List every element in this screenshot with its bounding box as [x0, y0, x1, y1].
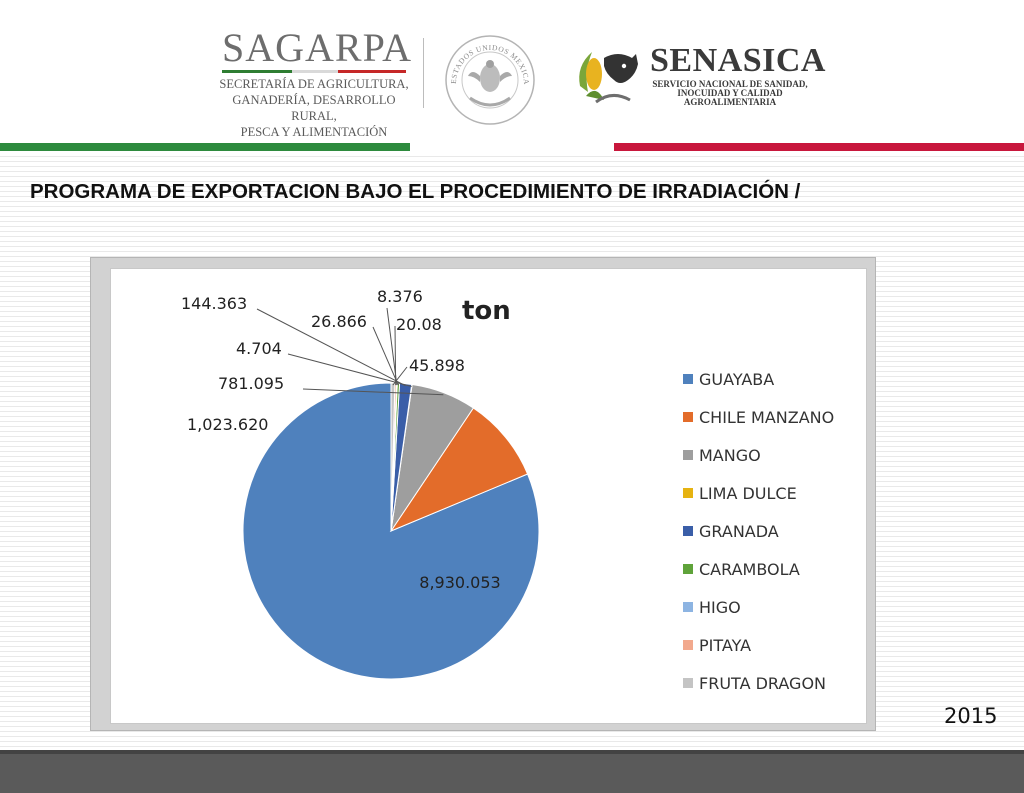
sagarpa-rule-red — [338, 70, 406, 73]
data-label: 26.866 — [311, 312, 367, 331]
senasica-logo-title: SENASICA — [650, 42, 826, 79]
footer-bar — [0, 750, 1024, 793]
sagarpa-rule-green — [222, 70, 292, 73]
senasica-subtitle-line: SERVICIO NACIONAL DE SANIDAD, — [652, 79, 808, 89]
legend-swatch — [683, 640, 693, 650]
data-label: 4.704 — [236, 339, 282, 358]
accent-bar-green — [0, 143, 410, 151]
pie-leader-lines — [256, 307, 444, 396]
chart-legend: GUAYABA CHILE MANZANO MANGO LIMA DULCE GRANA… — [683, 370, 834, 693]
legend-entry: LIMA DULCE — [699, 484, 797, 503]
legend-swatch — [683, 374, 693, 384]
senasica-subtitle: SERVICIO NACIONAL DE SANIDAD, INOCUIDAD … — [650, 80, 810, 107]
data-label: 781.095 — [218, 374, 284, 393]
data-label: 8.376 — [377, 287, 423, 306]
legend-entry: CARAMBOLA — [699, 560, 800, 579]
senasica-subtitle-line: INOCUIDAD Y CALIDAD — [677, 88, 783, 98]
leader-line — [256, 308, 406, 387]
leader-line — [372, 326, 399, 386]
legend-entry: MANGO — [699, 446, 761, 465]
data-label: 1,023.620 — [187, 415, 268, 434]
legend-swatch — [683, 488, 693, 498]
pie-slices — [242, 382, 540, 680]
mexico-seal-icon: ESTADOS UNIDOS MEXICANOS — [442, 32, 535, 125]
logo-divider — [423, 38, 424, 108]
sagarpa-subtitle-line: SECRETARÍA DE AGRICULTURA, — [219, 77, 409, 91]
leader-line — [392, 366, 408, 386]
senasica-subtitle-line: AGROALIMENTARIA — [683, 97, 777, 107]
legend-swatch — [683, 412, 693, 422]
data-label: 20.08 — [396, 315, 442, 334]
data-label: 144.363 — [181, 294, 247, 313]
sagarpa-subtitle: SECRETARÍA DE AGRICULTURA, GANADERÍA, DE… — [214, 76, 414, 140]
leader-line — [287, 353, 412, 387]
legend-entry: PITAYA — [699, 636, 751, 655]
header-banner: SAGARPA SECRETARÍA DE AGRICULTURA, GANAD… — [0, 0, 1024, 145]
sagarpa-subtitle-line: GANADERÍA, DESARROLLO RURAL, — [232, 93, 396, 123]
accent-bar-red — [614, 143, 1024, 151]
legend-swatch — [683, 602, 693, 612]
legend-entry: CHILE MANZANO — [699, 408, 834, 427]
sagarpa-subtitle-line: PESCA Y ALIMENTACIÓN — [240, 125, 388, 139]
leader-line — [302, 388, 444, 396]
chart-unit-label: ton — [462, 296, 511, 326]
legend-swatch — [683, 526, 693, 536]
legend-entry: FRUTA DRAGON — [699, 674, 826, 693]
leader-line — [394, 325, 397, 386]
senasica-logo-icon — [579, 52, 638, 104]
legend-swatch — [683, 564, 693, 574]
year-label: 2015 — [944, 704, 998, 728]
legend-entry: GRANADA — [699, 522, 779, 541]
data-label: 45.898 — [409, 356, 465, 375]
pie-slice-chile-manzano — [389, 407, 529, 533]
legend-swatch — [683, 678, 693, 688]
sagarpa-logo-title: SAGARPA — [222, 25, 413, 70]
footer-top-line — [0, 750, 1024, 754]
legend-entry: HIGO — [699, 598, 741, 617]
legend-swatch — [683, 450, 693, 460]
sagarpa-rule-white — [292, 70, 338, 73]
data-label: 8,930.053 — [419, 573, 500, 592]
pie-data-labels: 8,930.053 1,023.620 781.095 4.704 144.363 26.… — [181, 287, 501, 592]
legend-entry: GUAYABA — [699, 370, 774, 389]
page-title: PROGRAMA DE EXPORTACION BAJO EL PROCEDIM… — [30, 180, 801, 203]
